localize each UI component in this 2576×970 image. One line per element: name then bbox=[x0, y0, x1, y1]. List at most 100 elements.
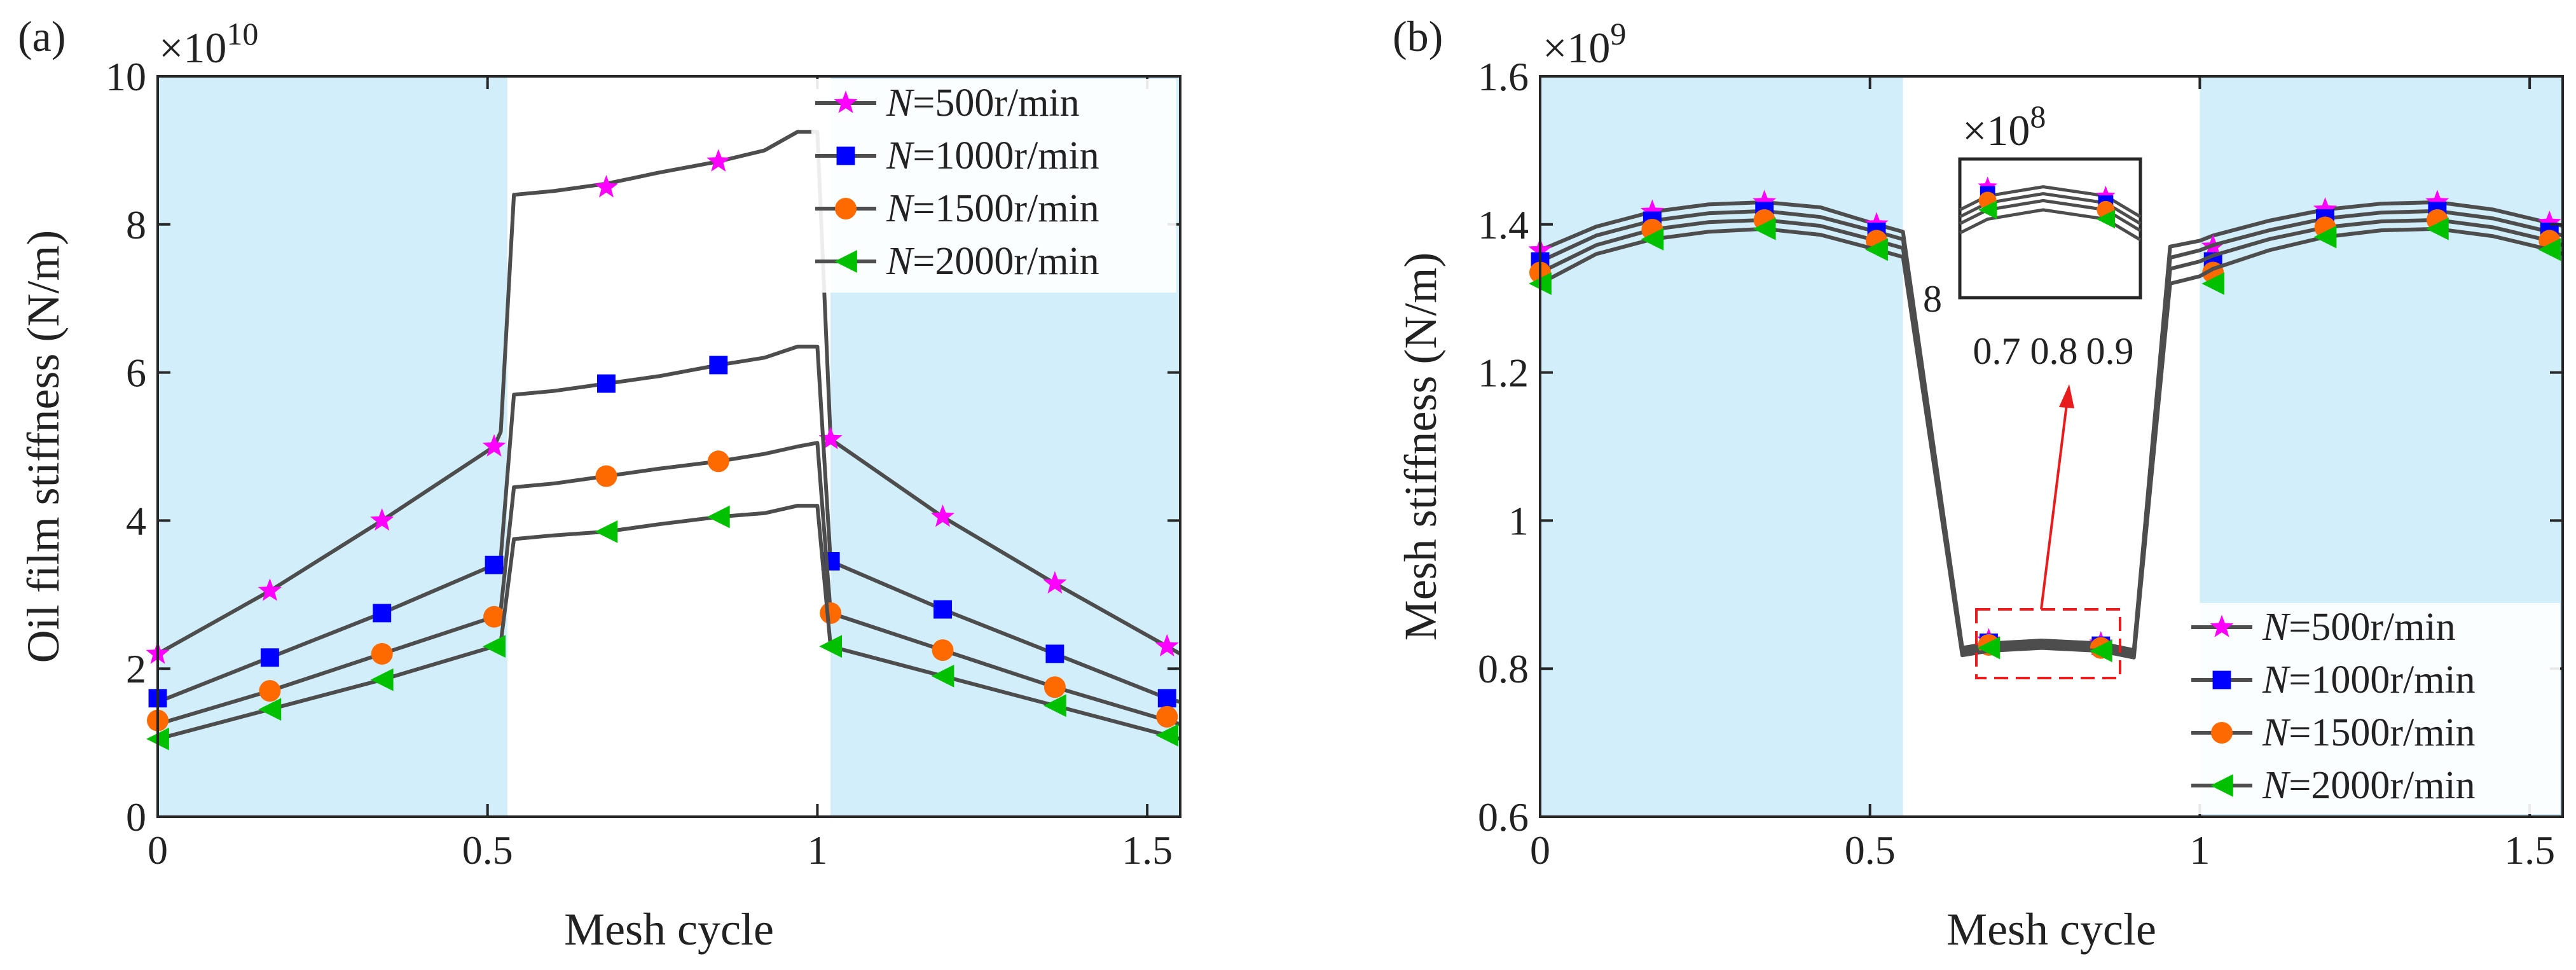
a-x-tick-label-1: 0.5 bbox=[462, 828, 513, 873]
plot-frame-b bbox=[1539, 75, 2564, 818]
a-legend-marker-0 bbox=[834, 90, 858, 113]
b-marker-3-6 bbox=[2201, 272, 2225, 295]
b-y-tick-label-2: 1 bbox=[1508, 498, 1529, 543]
b-legend-value-3: =2000r/min bbox=[2289, 764, 2475, 807]
a-shaded-region-0 bbox=[158, 76, 507, 817]
axis-ticks-a: 0 0.5 1 1.5 0 2 4 6 8 10 bbox=[106, 54, 1180, 873]
y-multiplier-a-base: ×10 bbox=[159, 24, 226, 72]
a-marker-3-1 bbox=[258, 698, 282, 721]
a-marker-3-8 bbox=[1043, 694, 1066, 717]
a-marker-0-8 bbox=[1043, 571, 1067, 594]
x-axis-label-a: Mesh cycle bbox=[564, 904, 774, 955]
a-marker-2-5 bbox=[707, 450, 729, 473]
b-marker-3-4 bbox=[1977, 636, 2001, 660]
a-marker-1-8 bbox=[1045, 644, 1064, 663]
a-legend-marker-1 bbox=[836, 146, 855, 165]
b-marker-0-9 bbox=[2537, 210, 2561, 233]
a-marker-3-7 bbox=[931, 664, 954, 688]
legend-a: N=500r/minN=1000r/minN=1500r/minN=2000r/… bbox=[811, 79, 1176, 293]
b-legend-marker-2 bbox=[2211, 722, 2233, 744]
y-axis-label-b: Mesh stiffness (N/m) bbox=[1395, 253, 1446, 641]
a-marker-2-3 bbox=[483, 606, 506, 628]
b-marker-3-1 bbox=[1641, 228, 1664, 251]
a-marker-2-4 bbox=[595, 465, 617, 487]
inset-x-tick-1: 0.8 bbox=[2030, 330, 2078, 372]
a-y-tick-label-4: 8 bbox=[126, 202, 146, 247]
a-marker-0-9 bbox=[1155, 634, 1179, 657]
zoom-region-box bbox=[1975, 608, 2121, 679]
a-x-tick-label-0: 0 bbox=[148, 828, 168, 873]
a-marker-1-3 bbox=[485, 555, 504, 574]
legend-b: N=500r/minN=1000r/minN=1500r/minN=2000r/… bbox=[2187, 603, 2560, 814]
a-marker-3-6 bbox=[819, 635, 843, 658]
inset-frame bbox=[1958, 157, 2142, 300]
a-marker-0-5 bbox=[706, 149, 731, 172]
panel-label-b: (b) bbox=[1393, 12, 1443, 60]
panel-b: 0 0.5 1 1.50.60.811.21.41.6 (b) ×109 Mesh c… bbox=[1393, 12, 2564, 955]
zoom-arrow bbox=[2040, 394, 2069, 610]
a-marker-2-6 bbox=[820, 602, 842, 624]
b-legend-var-2: N bbox=[2262, 711, 2291, 754]
inset-series-line-0 bbox=[1959, 185, 2142, 218]
a-marker-2-9 bbox=[1156, 705, 1178, 728]
a-legend-value-3: =2000r/min bbox=[913, 240, 1099, 283]
panel-label-a: (a) bbox=[18, 12, 65, 60]
a-marker-2-2 bbox=[371, 642, 393, 665]
inset-y-tick: 8 bbox=[1923, 278, 1942, 320]
b-y-tick-label-5: 1.6 bbox=[1478, 54, 1529, 99]
b-marker-3-5 bbox=[2089, 639, 2112, 663]
y-multiplier-b: ×109 bbox=[1543, 16, 1626, 72]
axis-ticks-b: 0 0.5 1 1.5 0.6 0.8 1 1.2 1.4 1.6 bbox=[1478, 54, 2563, 873]
a-marker-0-1 bbox=[258, 578, 282, 601]
b-marker-0-1 bbox=[1640, 199, 1664, 222]
legend-b-box bbox=[2187, 603, 2560, 814]
a-legend-var-1: N bbox=[886, 134, 915, 177]
inset-series-line-2 bbox=[1959, 198, 2142, 232]
a-legend-marker-3 bbox=[834, 250, 857, 273]
a-legend-marker-2 bbox=[835, 198, 857, 219]
a-marker-2-8 bbox=[1043, 676, 1066, 698]
a-marker-1-1 bbox=[260, 648, 279, 667]
b-legend-label-1: N=1000r/min bbox=[2262, 658, 2476, 702]
a-legend-var-2: N bbox=[886, 187, 915, 230]
plot-frame-a bbox=[156, 75, 1181, 818]
b-legend-value-2: =1500r/min bbox=[2289, 711, 2475, 754]
a-y-tick-label-2: 4 bbox=[126, 498, 146, 543]
inset-marker-0-0 bbox=[1978, 176, 1997, 195]
a-marker-1-4 bbox=[596, 374, 616, 393]
b-marker-3-3 bbox=[1865, 238, 1888, 261]
b-x-tick-label-0: 0 bbox=[1530, 828, 1550, 873]
b-marker-3-9 bbox=[2538, 238, 2561, 261]
inset-marker-0-1 bbox=[2096, 186, 2116, 205]
a-legend-label-1: N=1000r/min bbox=[886, 134, 1099, 177]
y-multiplier-b-exp: 9 bbox=[1610, 16, 1626, 52]
zoom-inset: ×108 8 0.7 0.8 0.9 bbox=[1923, 99, 2142, 372]
a-y-tick-label-3: 6 bbox=[126, 350, 146, 396]
inset-marker-3-1 bbox=[2096, 209, 2116, 229]
inset-multiplier: ×108 bbox=[1962, 99, 2046, 155]
a-legend-value-1: =1000r/min bbox=[913, 134, 1099, 177]
a-legend-label-0: N=500r/min bbox=[886, 81, 1080, 125]
a-series-line-3 bbox=[157, 504, 1181, 741]
a-marker-3-2 bbox=[370, 668, 394, 691]
a-series-line-2 bbox=[157, 441, 1181, 726]
b-y-tick-label-1: 0.8 bbox=[1478, 646, 1529, 691]
b-y-tick-label-3: 1.2 bbox=[1478, 350, 1529, 396]
b-shaded-region-0 bbox=[1540, 76, 1903, 817]
a-marker-0-6 bbox=[818, 426, 843, 450]
y-multiplier-a-exp: 10 bbox=[226, 16, 258, 52]
inset-multiplier-exp: 8 bbox=[2030, 99, 2046, 134]
b-legend-marker-0 bbox=[2210, 614, 2234, 637]
inset-series bbox=[1959, 176, 2142, 242]
a-marker-3-4 bbox=[595, 520, 618, 543]
a-marker-2-7 bbox=[932, 639, 954, 662]
a-series-line-0 bbox=[156, 130, 1181, 656]
a-legend-var-0: N bbox=[886, 81, 915, 125]
b-marker-0-2 bbox=[1753, 190, 1777, 212]
legend-a-box bbox=[811, 79, 1176, 293]
a-x-tick-label-3: 1.5 bbox=[1122, 828, 1173, 873]
b-legend-label-0: N=500r/min bbox=[2262, 606, 2456, 649]
b-legend-marker-1 bbox=[2212, 670, 2231, 689]
